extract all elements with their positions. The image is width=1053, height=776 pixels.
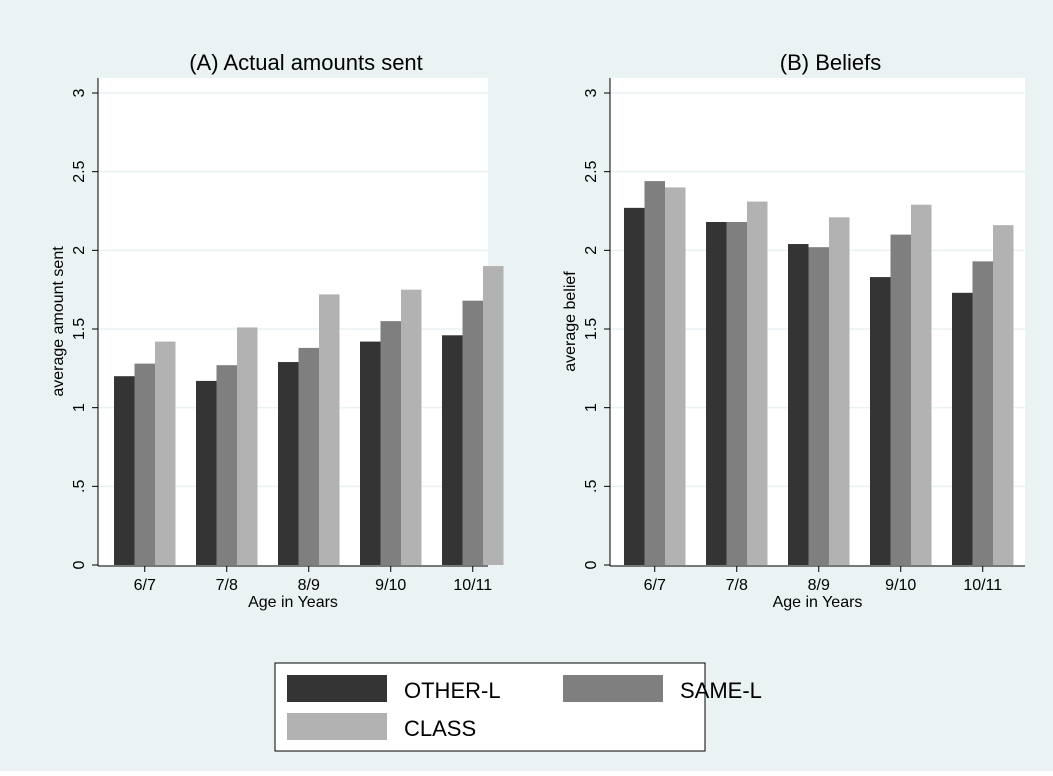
bar-other-l-9-10 xyxy=(870,277,891,565)
x-axis-title: Age in Years xyxy=(773,594,863,611)
bar-class-6-7 xyxy=(155,341,176,565)
legend-label-class: CLASS xyxy=(404,716,476,741)
bar-same-l-9-10 xyxy=(380,321,401,565)
bar-other-l-7-8 xyxy=(196,380,217,565)
bar-other-l-7-8 xyxy=(706,222,727,565)
bar-class-10-11 xyxy=(483,266,504,565)
y-tick-label: 2.5 xyxy=(583,160,600,182)
bar-class-8-9 xyxy=(829,217,850,565)
bar-same-l-9-10 xyxy=(890,234,911,565)
chart-panels: 0.511.522.536/7 7/8 8/9 9/10 10/11(A) Actual… xyxy=(50,50,1025,611)
y-axis-title: average amount sent xyxy=(50,246,67,397)
y-tick-label: 0 xyxy=(583,560,600,569)
bar-other-l-10-11 xyxy=(442,335,463,565)
bar-same-l-10-11 xyxy=(462,300,483,565)
legend-label-other-l: OTHER-L xyxy=(404,678,501,703)
bar-same-l-7-8 xyxy=(216,365,237,565)
x-axis-title: Age in Years xyxy=(248,594,338,611)
bar-class-10-11 xyxy=(993,225,1014,565)
y-tick-label: .5 xyxy=(583,480,600,493)
bar-other-l-6-7 xyxy=(114,376,135,565)
x-tick-label: 6/7 xyxy=(134,577,156,594)
bar-class-6-7 xyxy=(665,187,686,565)
legend: OTHER-L SAME-L CLASS xyxy=(274,662,762,752)
bar-class-7-8 xyxy=(747,201,768,565)
x-tick-label: 8/9 xyxy=(808,577,830,594)
x-tick-label: 8/9 xyxy=(298,577,320,594)
chart-panel-a: 0 .5 1 1.5 2 2.5 3 6/7 7/8 8/9 9/10 10/11 (A) Actual… xyxy=(50,50,504,611)
bar-same-l-7-8 xyxy=(726,222,747,565)
chart-panel-b: 0 .5 1 1.5 2 2.5 3 6/7 7/8 8/9 9/10 10/11 (B) Belief… xyxy=(562,50,1025,611)
bar-other-l-9-10 xyxy=(360,341,381,565)
bar-other-l-6-7 xyxy=(624,207,645,565)
x-tick-label: 9/10 xyxy=(885,577,916,594)
y-tick-label: 3 xyxy=(583,88,600,97)
x-tick-label: 6/7 xyxy=(644,577,666,594)
legend-swatch-other-l xyxy=(287,675,387,702)
bar-class-9-10 xyxy=(911,204,932,565)
y-tick-label: .5 xyxy=(71,480,88,493)
x-tick-label: 7/8 xyxy=(726,577,748,594)
bar-other-l-10-11 xyxy=(952,292,973,565)
bar-same-l-8-9 xyxy=(298,347,319,565)
bar-same-l-6-7 xyxy=(644,181,665,565)
x-tick-label: 9/10 xyxy=(375,577,406,594)
x-tick-label: 7/8 xyxy=(216,577,238,594)
y-tick-label: 3 xyxy=(71,88,88,97)
legend-swatch-class xyxy=(287,713,387,740)
chart-title: (B) Beliefs xyxy=(780,50,881,75)
bar-class-8-9 xyxy=(319,294,340,565)
y-tick-label: 1.5 xyxy=(583,318,600,340)
bar-class-9-10 xyxy=(401,289,422,565)
y-tick-label: 2.5 xyxy=(71,160,88,182)
legend-label-same-l: SAME-L xyxy=(680,678,762,703)
bar-same-l-8-9 xyxy=(808,247,829,566)
y-tick-label: 1 xyxy=(583,403,600,412)
bar-same-l-10-11 xyxy=(972,261,993,565)
y-axis-title: average belief xyxy=(562,271,579,372)
chart-title: (A) Actual amounts sent xyxy=(189,50,423,75)
bar-same-l-6-7 xyxy=(134,363,155,565)
y-tick-label: 1 xyxy=(71,403,88,412)
y-tick-label: 2 xyxy=(583,246,600,255)
x-tick-label: 10/11 xyxy=(453,577,492,594)
y-tick-label: 1.5 xyxy=(71,318,88,340)
y-tick-label: 0 xyxy=(71,560,88,569)
bar-other-l-8-9 xyxy=(788,244,809,566)
y-tick-label: 2 xyxy=(71,246,88,255)
x-tick-label: 10/11 xyxy=(963,577,1002,594)
bar-class-7-8 xyxy=(237,327,258,565)
legend-swatch-same-l xyxy=(563,675,663,702)
bar-other-l-8-9 xyxy=(278,362,299,565)
